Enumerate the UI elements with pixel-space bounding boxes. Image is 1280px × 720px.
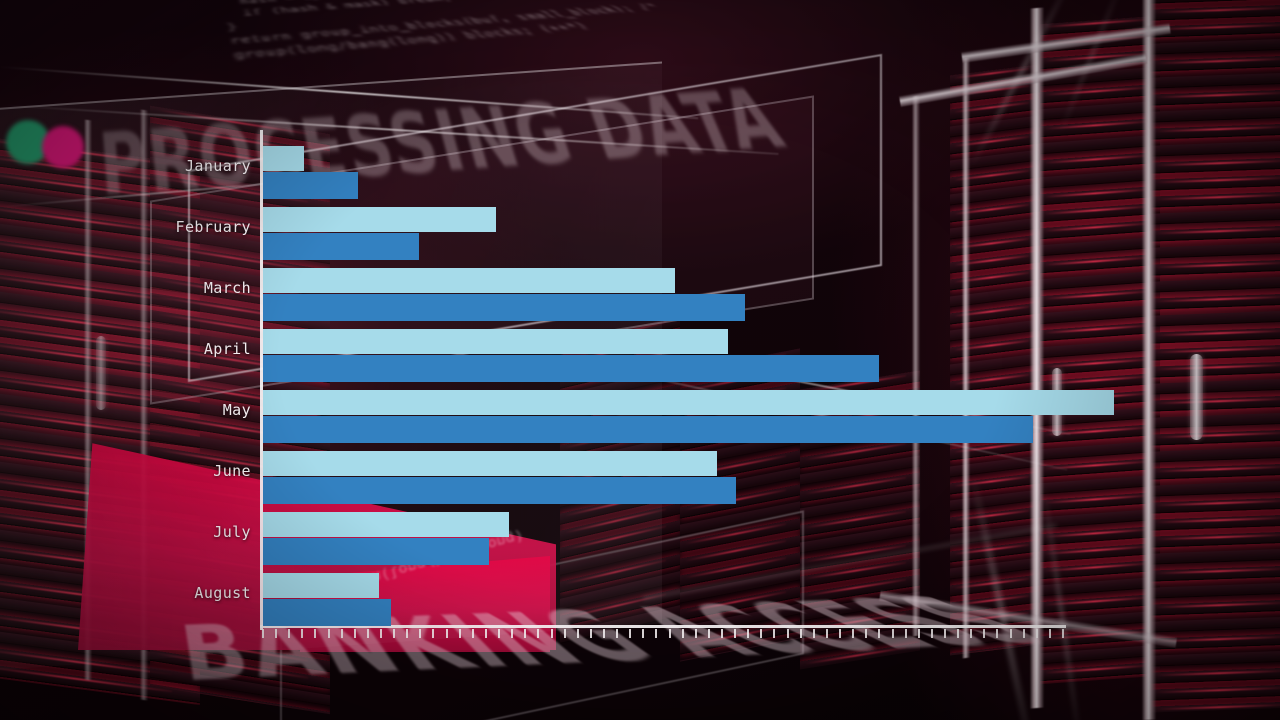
rack-door-post-3 <box>962 57 970 659</box>
rack-handle-right[interactable] <box>1190 354 1203 440</box>
status-dot-pink[interactable] <box>42 126 84 168</box>
rack-handle-left[interactable] <box>96 336 106 410</box>
rack-door-post-1 <box>1030 7 1044 709</box>
server-rack-right-near <box>1150 0 1280 713</box>
rack-door-post-2 <box>1142 0 1156 720</box>
rack-handle-mid[interactable] <box>1052 368 1062 436</box>
rack-door-post-4 <box>912 95 920 637</box>
